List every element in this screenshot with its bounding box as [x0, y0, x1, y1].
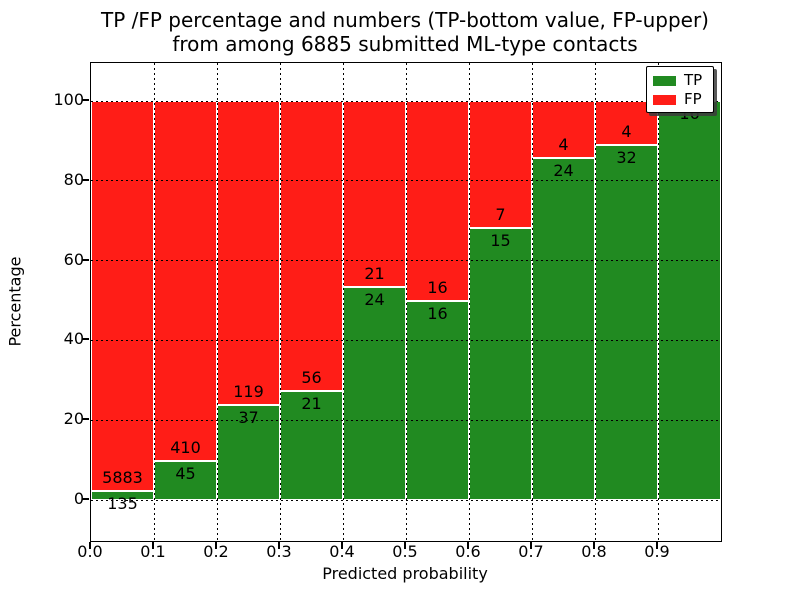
x-tick-mark [404, 542, 406, 549]
fp-swatch-icon [653, 94, 676, 105]
tp-count-label: 15 [490, 230, 511, 250]
bar-segment-fp [154, 101, 217, 461]
legend-item-fp: FP [653, 90, 713, 109]
x-tick-label: 0.0 [77, 542, 103, 561]
v-gridline [405, 63, 407, 541]
fp-count-label: 4 [558, 135, 569, 154]
v-gridline [594, 63, 596, 541]
y-axis-label: Percentage [5, 256, 25, 347]
y-tick-label: 100 [53, 90, 84, 109]
x-tick-mark [215, 542, 217, 549]
plot-area: 5883 135 410 45 119 37 56 21 21 24 16 16 7 15 4 24 4 32 16 [90, 62, 722, 542]
x-tick-label: 0.1 [140, 542, 166, 561]
x-tick-label: 0.4 [329, 542, 355, 561]
legend-label-fp: FP [684, 90, 702, 108]
legend: TP FP [646, 66, 714, 113]
legend-label-tp: TP [684, 71, 703, 89]
bar-segment-fp [532, 101, 595, 158]
tp-count-label: 24 [364, 290, 385, 310]
v-gridline [468, 63, 470, 541]
x-tick-mark [278, 542, 280, 549]
bar-segment-tp [217, 405, 280, 500]
bar-segment-tp [532, 158, 595, 500]
bar-segment-fp [91, 101, 154, 492]
x-tick-mark [593, 542, 595, 549]
chart-title-line2: from among 6885 submitted ML-type contac… [172, 32, 638, 56]
tp-count-label: 24 [553, 161, 574, 180]
y-tick-mark [82, 498, 89, 500]
v-gridline [216, 63, 218, 541]
x-tick-label: 0.6 [455, 542, 481, 561]
y-tick-mark [82, 338, 89, 341]
y-tick-mark [82, 99, 89, 101]
y-tick-label: 40 [63, 329, 84, 349]
x-tick-label: 0.3 [266, 542, 292, 561]
bar-segment-tp [595, 145, 658, 500]
fp-count-label: 4 [621, 122, 632, 142]
x-tick-label: 0.7 [518, 542, 544, 561]
tp-count-label: 135 [107, 494, 138, 514]
bar-segment-fp [217, 101, 280, 406]
y-tick-mark [82, 418, 89, 421]
x-tick-label: 0.8 [581, 542, 607, 561]
tp-count-label: 16 [427, 303, 448, 323]
x-tick-label: 0.9 [644, 542, 670, 561]
y-tick-label: 0 [73, 489, 84, 508]
x-axis-label: Predicted probability [322, 564, 488, 583]
y-tick-label: 20 [63, 409, 84, 429]
y-tick-label: 80 [63, 169, 84, 189]
v-gridline [342, 63, 344, 541]
bar-segment-fp [406, 101, 469, 301]
x-tick-mark [89, 542, 91, 549]
tp-count-label: 45 [175, 463, 196, 483]
fp-count-label: 410 [170, 437, 201, 457]
bar-segment-tp [658, 101, 721, 500]
fp-count-label: 16 [427, 277, 448, 297]
fp-count-label: 119 [233, 382, 264, 402]
x-tick-mark [656, 542, 658, 549]
v-gridline [657, 63, 659, 541]
x-tick-mark [530, 542, 532, 549]
fp-count-label: 7 [495, 204, 506, 224]
legend-item-tp: TP [653, 71, 713, 90]
y-tick-mark [82, 258, 89, 261]
bar-segment-fp [280, 101, 343, 392]
chart-title-line1: TP /FP percentage and numbers (TP-bottom… [101, 8, 709, 32]
y-tick-mark [82, 178, 89, 181]
y-tick-label: 60 [63, 249, 84, 269]
v-gridline [531, 63, 533, 541]
tp-count-label: 21 [301, 394, 322, 414]
fp-count-label: 21 [364, 264, 385, 284]
chart-title: TP /FP percentage and numbers (TP-bottom… [5, 8, 800, 56]
v-gridline [153, 63, 155, 541]
tp-count-label: 32 [616, 148, 637, 168]
bar-segment-tp [406, 300, 469, 500]
x-tick-mark [341, 542, 343, 549]
x-tick-mark [467, 542, 469, 549]
fp-count-label: 56 [301, 368, 322, 388]
x-tick-label: 0.2 [203, 542, 229, 561]
bar-segment-tp [469, 227, 532, 500]
v-gridline [279, 63, 281, 541]
tp-count-label: 37 [238, 408, 259, 428]
bar-segment-tp [343, 287, 406, 500]
tp-swatch-icon [653, 75, 676, 86]
x-tick-label: 0.5 [392, 542, 418, 561]
fp-count-label: 5883 [102, 468, 143, 488]
bar-segment-fp [469, 101, 532, 228]
x-tick-mark [152, 542, 154, 549]
